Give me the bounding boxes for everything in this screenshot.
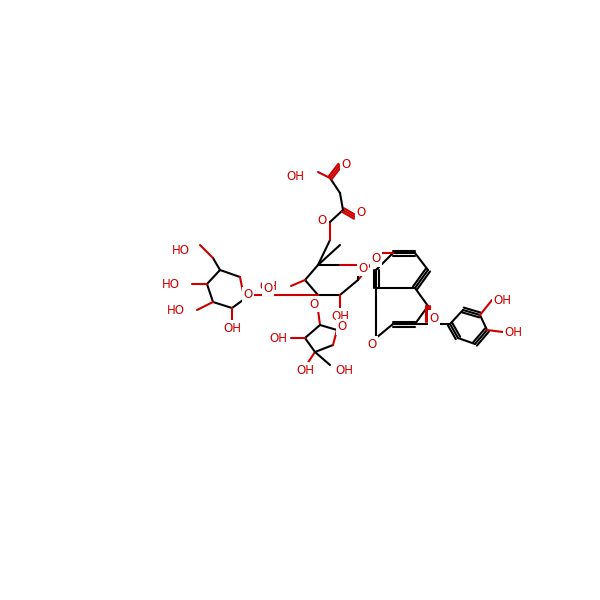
Text: OH: OH	[269, 331, 287, 344]
Text: O: O	[337, 320, 347, 334]
Text: OH: OH	[259, 280, 277, 292]
Text: OH: OH	[493, 293, 511, 307]
Text: O: O	[356, 206, 365, 220]
Text: O: O	[317, 214, 326, 226]
Text: O: O	[358, 262, 368, 275]
Text: OH: OH	[331, 310, 349, 323]
Text: OH: OH	[504, 325, 522, 338]
Text: O: O	[310, 298, 319, 311]
Text: O: O	[341, 158, 350, 172]
Text: HO: HO	[162, 277, 180, 290]
Text: O: O	[367, 337, 377, 350]
Text: O: O	[244, 289, 253, 301]
Text: HO: HO	[172, 244, 190, 257]
Text: O: O	[430, 311, 439, 325]
Text: OH: OH	[223, 322, 241, 335]
Text: O: O	[371, 253, 380, 265]
Text: OH: OH	[335, 364, 353, 377]
Text: OH: OH	[286, 169, 304, 182]
Text: OH: OH	[296, 364, 314, 377]
Text: O: O	[263, 281, 272, 295]
Text: HO: HO	[167, 304, 185, 317]
